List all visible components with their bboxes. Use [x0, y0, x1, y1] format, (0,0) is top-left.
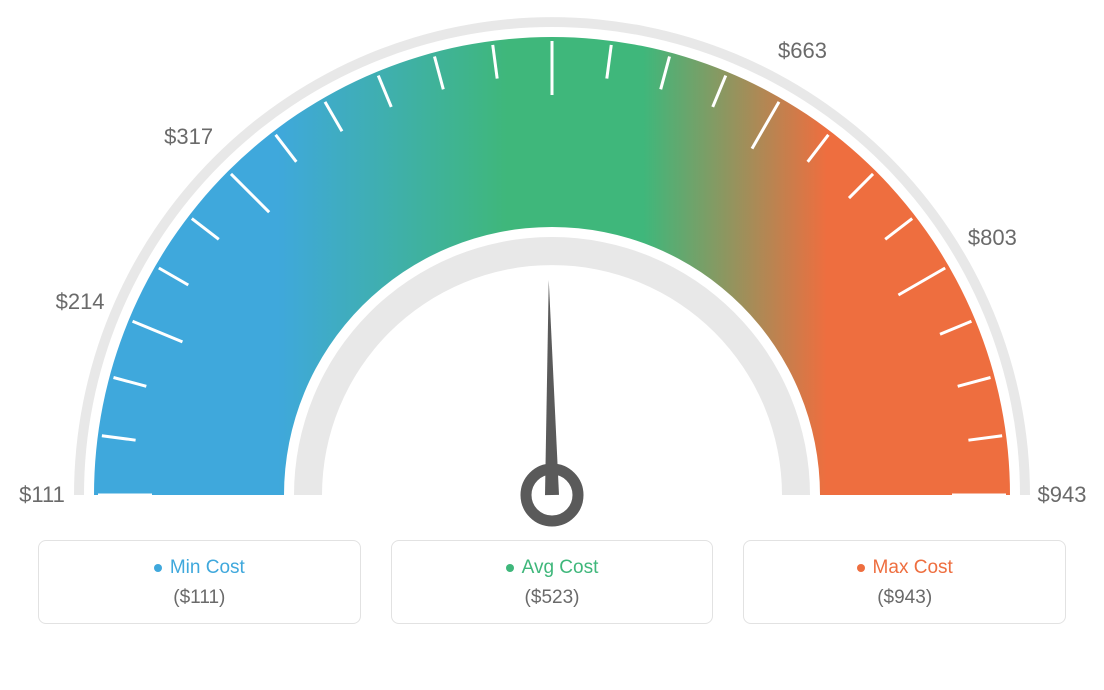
legend-label-min: Min Cost	[170, 557, 245, 578]
legend-title-max: Max Cost	[744, 557, 1065, 579]
gauge-tick-label: $214	[56, 289, 105, 315]
gauge-svg	[0, 0, 1104, 540]
legend-title-avg: Avg Cost	[392, 557, 713, 579]
gauge-tick-label: $663	[778, 38, 827, 64]
legend-value-max: ($943)	[744, 587, 1065, 609]
dot-icon	[154, 564, 162, 572]
legend-value-min: ($111)	[39, 587, 360, 609]
legend-value-avg: ($523)	[392, 587, 713, 609]
gauge-tick-label: $317	[164, 124, 213, 150]
legend-row: Min Cost ($111) Avg Cost ($523) Max Cost…	[0, 540, 1104, 624]
dot-icon	[506, 564, 514, 572]
legend-card-avg: Avg Cost ($523)	[391, 540, 714, 624]
legend-title-min: Min Cost	[39, 557, 360, 579]
gauge-chart: $111$214$317$523$663$803$943	[0, 0, 1104, 540]
gauge-tick-label: $111	[19, 482, 65, 508]
legend-label-avg: Avg Cost	[522, 557, 599, 578]
legend-card-max: Max Cost ($943)	[743, 540, 1066, 624]
gauge-tick-label: $803	[968, 225, 1017, 251]
legend-card-min: Min Cost ($111)	[38, 540, 361, 624]
legend-label-max: Max Cost	[873, 557, 953, 578]
dot-icon	[857, 564, 865, 572]
gauge-tick-label: $943	[1038, 482, 1087, 508]
